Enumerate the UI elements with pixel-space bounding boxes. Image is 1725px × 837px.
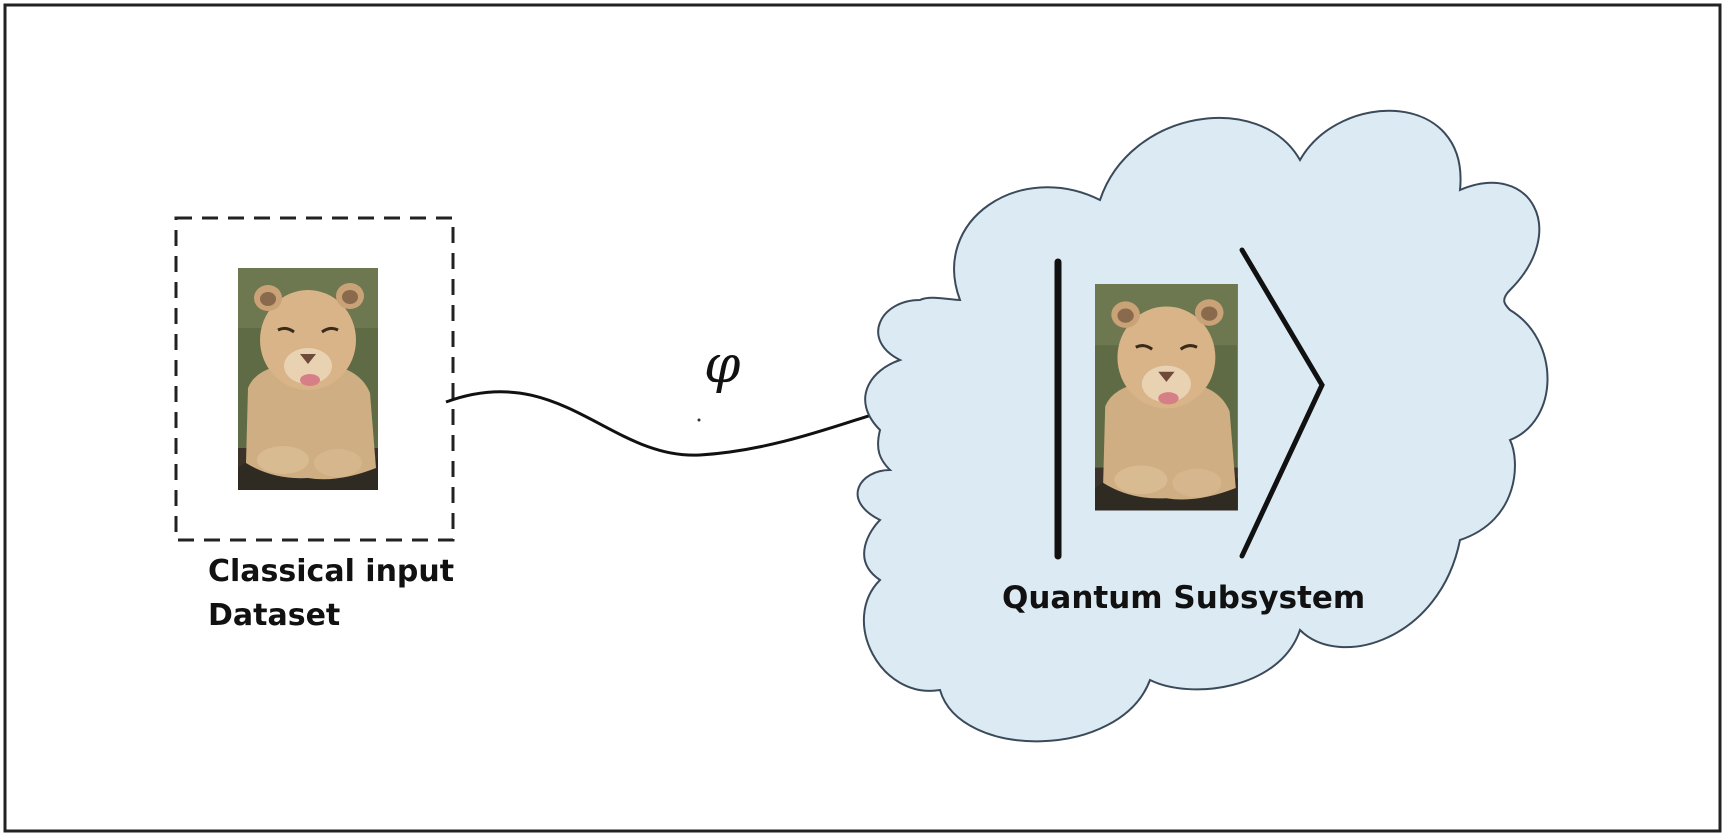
quantum-subsystem-label: Quantum Subsystem [1002, 580, 1366, 616]
classical-lioness-image [236, 266, 380, 492]
classical-input-box [174, 216, 455, 542]
dataset-label: Dataset [208, 598, 341, 633]
ket-angle-icon [1239, 247, 1325, 559]
dot-mark [697, 418, 701, 422]
outer-frame [3, 3, 1722, 833]
phi-symbol: φ [704, 335, 741, 395]
quantum-lioness-image [1093, 282, 1240, 512]
classical-input-label: Classical input [208, 554, 455, 589]
curved-arrow-icon [445, 390, 897, 457]
